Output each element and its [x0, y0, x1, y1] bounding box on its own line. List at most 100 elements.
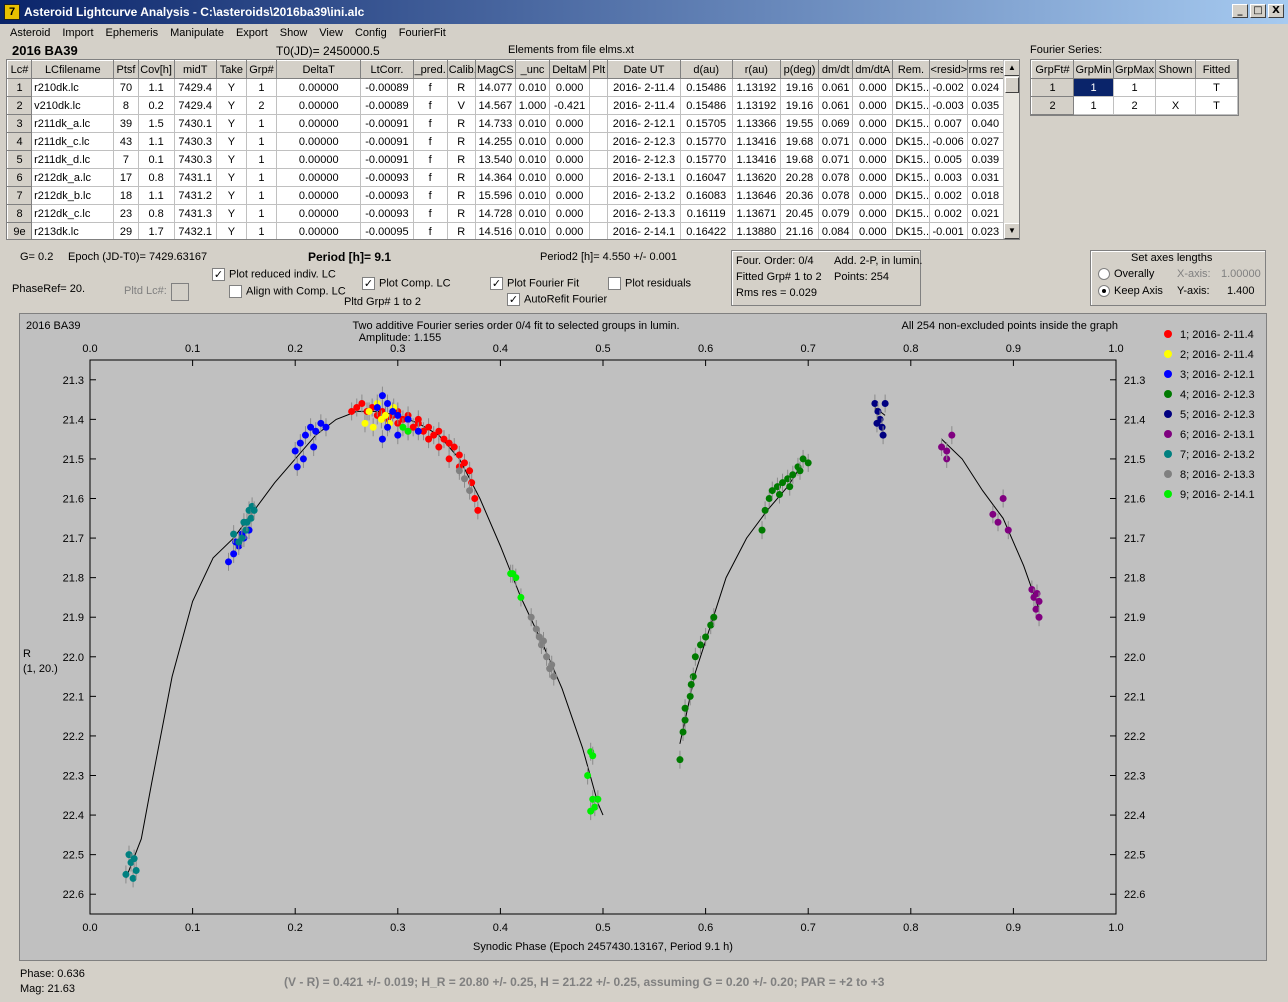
table-cell[interactable]: 19.16	[779, 78, 820, 97]
table-cell[interactable]: 2016- 2-13.3	[607, 204, 681, 223]
column-header[interactable]: Take	[215, 60, 247, 79]
table-cell[interactable]: 14.567	[474, 96, 516, 115]
menu-show[interactable]: Show	[279, 27, 308, 39]
table-cell[interactable]: Y	[215, 150, 247, 169]
fourier-column-header[interactable]: GrpMax	[1113, 60, 1156, 79]
table-cell[interactable]: DK15...	[892, 150, 930, 169]
table-cell[interactable]: 1.13880	[731, 222, 781, 239]
row-header[interactable]: 1	[7, 78, 33, 97]
fourier-cell[interactable]: 1	[1073, 78, 1114, 97]
table-cell[interactable]: -0.003	[928, 96, 968, 115]
fourier-column-header[interactable]: GrpMin	[1073, 60, 1114, 79]
table-cell[interactable]: -0.00093	[360, 186, 414, 205]
align-comp-checkbox[interactable]: Align with Comp. LC	[229, 285, 346, 298]
table-row[interactable]: 4 r211dk_c.lc 43 1.1 7430.3 Y 1 0.00000 -0.00091…	[7, 132, 1005, 151]
table-cell[interactable]: 14.077	[474, 78, 516, 97]
table-cell[interactable]: f	[412, 78, 448, 97]
table-cell[interactable]	[589, 132, 609, 151]
table-cell[interactable]: 0.078	[818, 168, 854, 187]
column-header[interactable]: Cov[h]	[137, 60, 175, 79]
table-cell[interactable]: -0.00093	[360, 168, 414, 187]
table-cell[interactable]: 0.2	[137, 96, 175, 115]
table-cell[interactable]: 0.00000	[276, 150, 362, 169]
fourier-column-header[interactable]: Fitted	[1195, 60, 1238, 79]
table-cell[interactable]: 2016- 2-14.1	[607, 222, 681, 239]
table-cell[interactable]: 1	[245, 114, 278, 133]
table-cell[interactable]: 0.021	[966, 204, 1005, 223]
table-cell[interactable]: Y	[215, 222, 247, 239]
table-cell[interactable]: 8	[113, 96, 139, 115]
table-cell[interactable]: Y	[215, 168, 247, 187]
table-cell[interactable]: 7430.3	[173, 150, 217, 169]
table-cell[interactable]	[589, 186, 609, 205]
table-cell[interactable]: -0.00089	[360, 78, 414, 97]
table-cell[interactable]: R	[446, 132, 476, 151]
table-cell[interactable]: DK15...	[892, 222, 930, 239]
table-cell[interactable]: 1.13366	[731, 114, 781, 133]
table-cell[interactable]: 1.000	[514, 96, 551, 115]
menu-asteroid[interactable]: Asteroid	[10, 27, 51, 39]
table-cell[interactable]: 0.069	[818, 114, 854, 133]
table-cell[interactable]: f	[412, 114, 448, 133]
table-cell[interactable]: 0.000	[852, 168, 894, 187]
table-cell[interactable]: 1	[245, 168, 278, 187]
table-cell[interactable]: 1.13646	[731, 186, 781, 205]
table-cell[interactable]: 0.000	[852, 96, 894, 115]
table-cell[interactable]: -0.00091	[360, 132, 414, 151]
menu-config[interactable]: Config	[354, 27, 387, 39]
table-cell[interactable]: 0.040	[966, 114, 1005, 133]
table-cell[interactable]: 7431.1	[173, 168, 217, 187]
table-cell[interactable]: 0.010	[514, 114, 551, 133]
table-cell[interactable]: 0.000	[852, 78, 894, 97]
table-cell[interactable]: f	[412, 150, 448, 169]
table-cell[interactable]: 0.010	[514, 78, 551, 97]
column-header[interactable]: LtCorr.	[360, 60, 414, 79]
row-header[interactable]: 4	[7, 132, 33, 151]
table-cell[interactable]	[589, 204, 609, 223]
fourier-cell[interactable]: T	[1195, 96, 1238, 115]
table-cell[interactable]: -0.006	[928, 132, 968, 151]
table-cell[interactable]: f	[412, 168, 448, 187]
fourier-column-header[interactable]: GrpFt#	[1031, 60, 1074, 79]
table-cell[interactable]: r212dk_a.lc	[31, 168, 115, 187]
table-cell[interactable]: 21.16	[779, 222, 820, 239]
column-header[interactable]: Date UT	[607, 60, 681, 79]
table-cell[interactable]: 0.000	[852, 114, 894, 133]
table-cell[interactable]: 7432.1	[173, 222, 217, 239]
table-cell[interactable]: 0.023	[966, 222, 1005, 239]
table-cell[interactable]: 7431.3	[173, 204, 217, 223]
table-cell[interactable]: 0.15770	[679, 132, 733, 151]
table-cell[interactable]: 19.68	[779, 150, 820, 169]
table-cell[interactable]: 1.13416	[731, 150, 781, 169]
table-cell[interactable]: -0.00089	[360, 96, 414, 115]
table-cell[interactable]: DK15...	[892, 204, 930, 223]
table-cell[interactable]: 0.010	[514, 150, 551, 169]
table-cell[interactable]: 2016- 2-12.3	[607, 132, 681, 151]
table-cell[interactable]: 0.8	[137, 168, 175, 187]
table-cell[interactable]: 23	[113, 204, 139, 223]
table-cell[interactable]: R	[446, 168, 476, 187]
table-cell[interactable]: 0.000	[549, 78, 591, 97]
table-cell[interactable]: 7429.4	[173, 96, 217, 115]
table-cell[interactable]: DK15...	[892, 186, 930, 205]
table-cell[interactable]: 0.00000	[276, 168, 362, 187]
column-header[interactable]: Lc#	[7, 60, 33, 79]
plot-residuals-checkbox[interactable]: Plot residuals	[608, 277, 691, 290]
fourier-cell[interactable]: 1	[1073, 96, 1114, 115]
table-cell[interactable]: 0.15486	[679, 96, 733, 115]
table-cell[interactable]: 0.00000	[276, 114, 362, 133]
table-cell[interactable]: 0.061	[818, 78, 854, 97]
table-cell[interactable]: 0.079	[818, 204, 854, 223]
fourier-cell[interactable]: T	[1195, 78, 1238, 97]
table-cell[interactable]: 1	[245, 204, 278, 223]
keep-axis-radio[interactable]: Keep Axis	[1098, 285, 1163, 298]
table-cell[interactable]: 0.007	[928, 114, 968, 133]
table-cell[interactable]: Y	[215, 78, 247, 97]
table-cell[interactable]: 7430.1	[173, 114, 217, 133]
table-cell[interactable]: -0.421	[549, 96, 591, 115]
scroll-up-icon[interactable]: ▲	[1004, 60, 1019, 76]
table-cell[interactable]: r212dk_b.lc	[31, 186, 115, 205]
table-cell[interactable]: 0.061	[818, 96, 854, 115]
